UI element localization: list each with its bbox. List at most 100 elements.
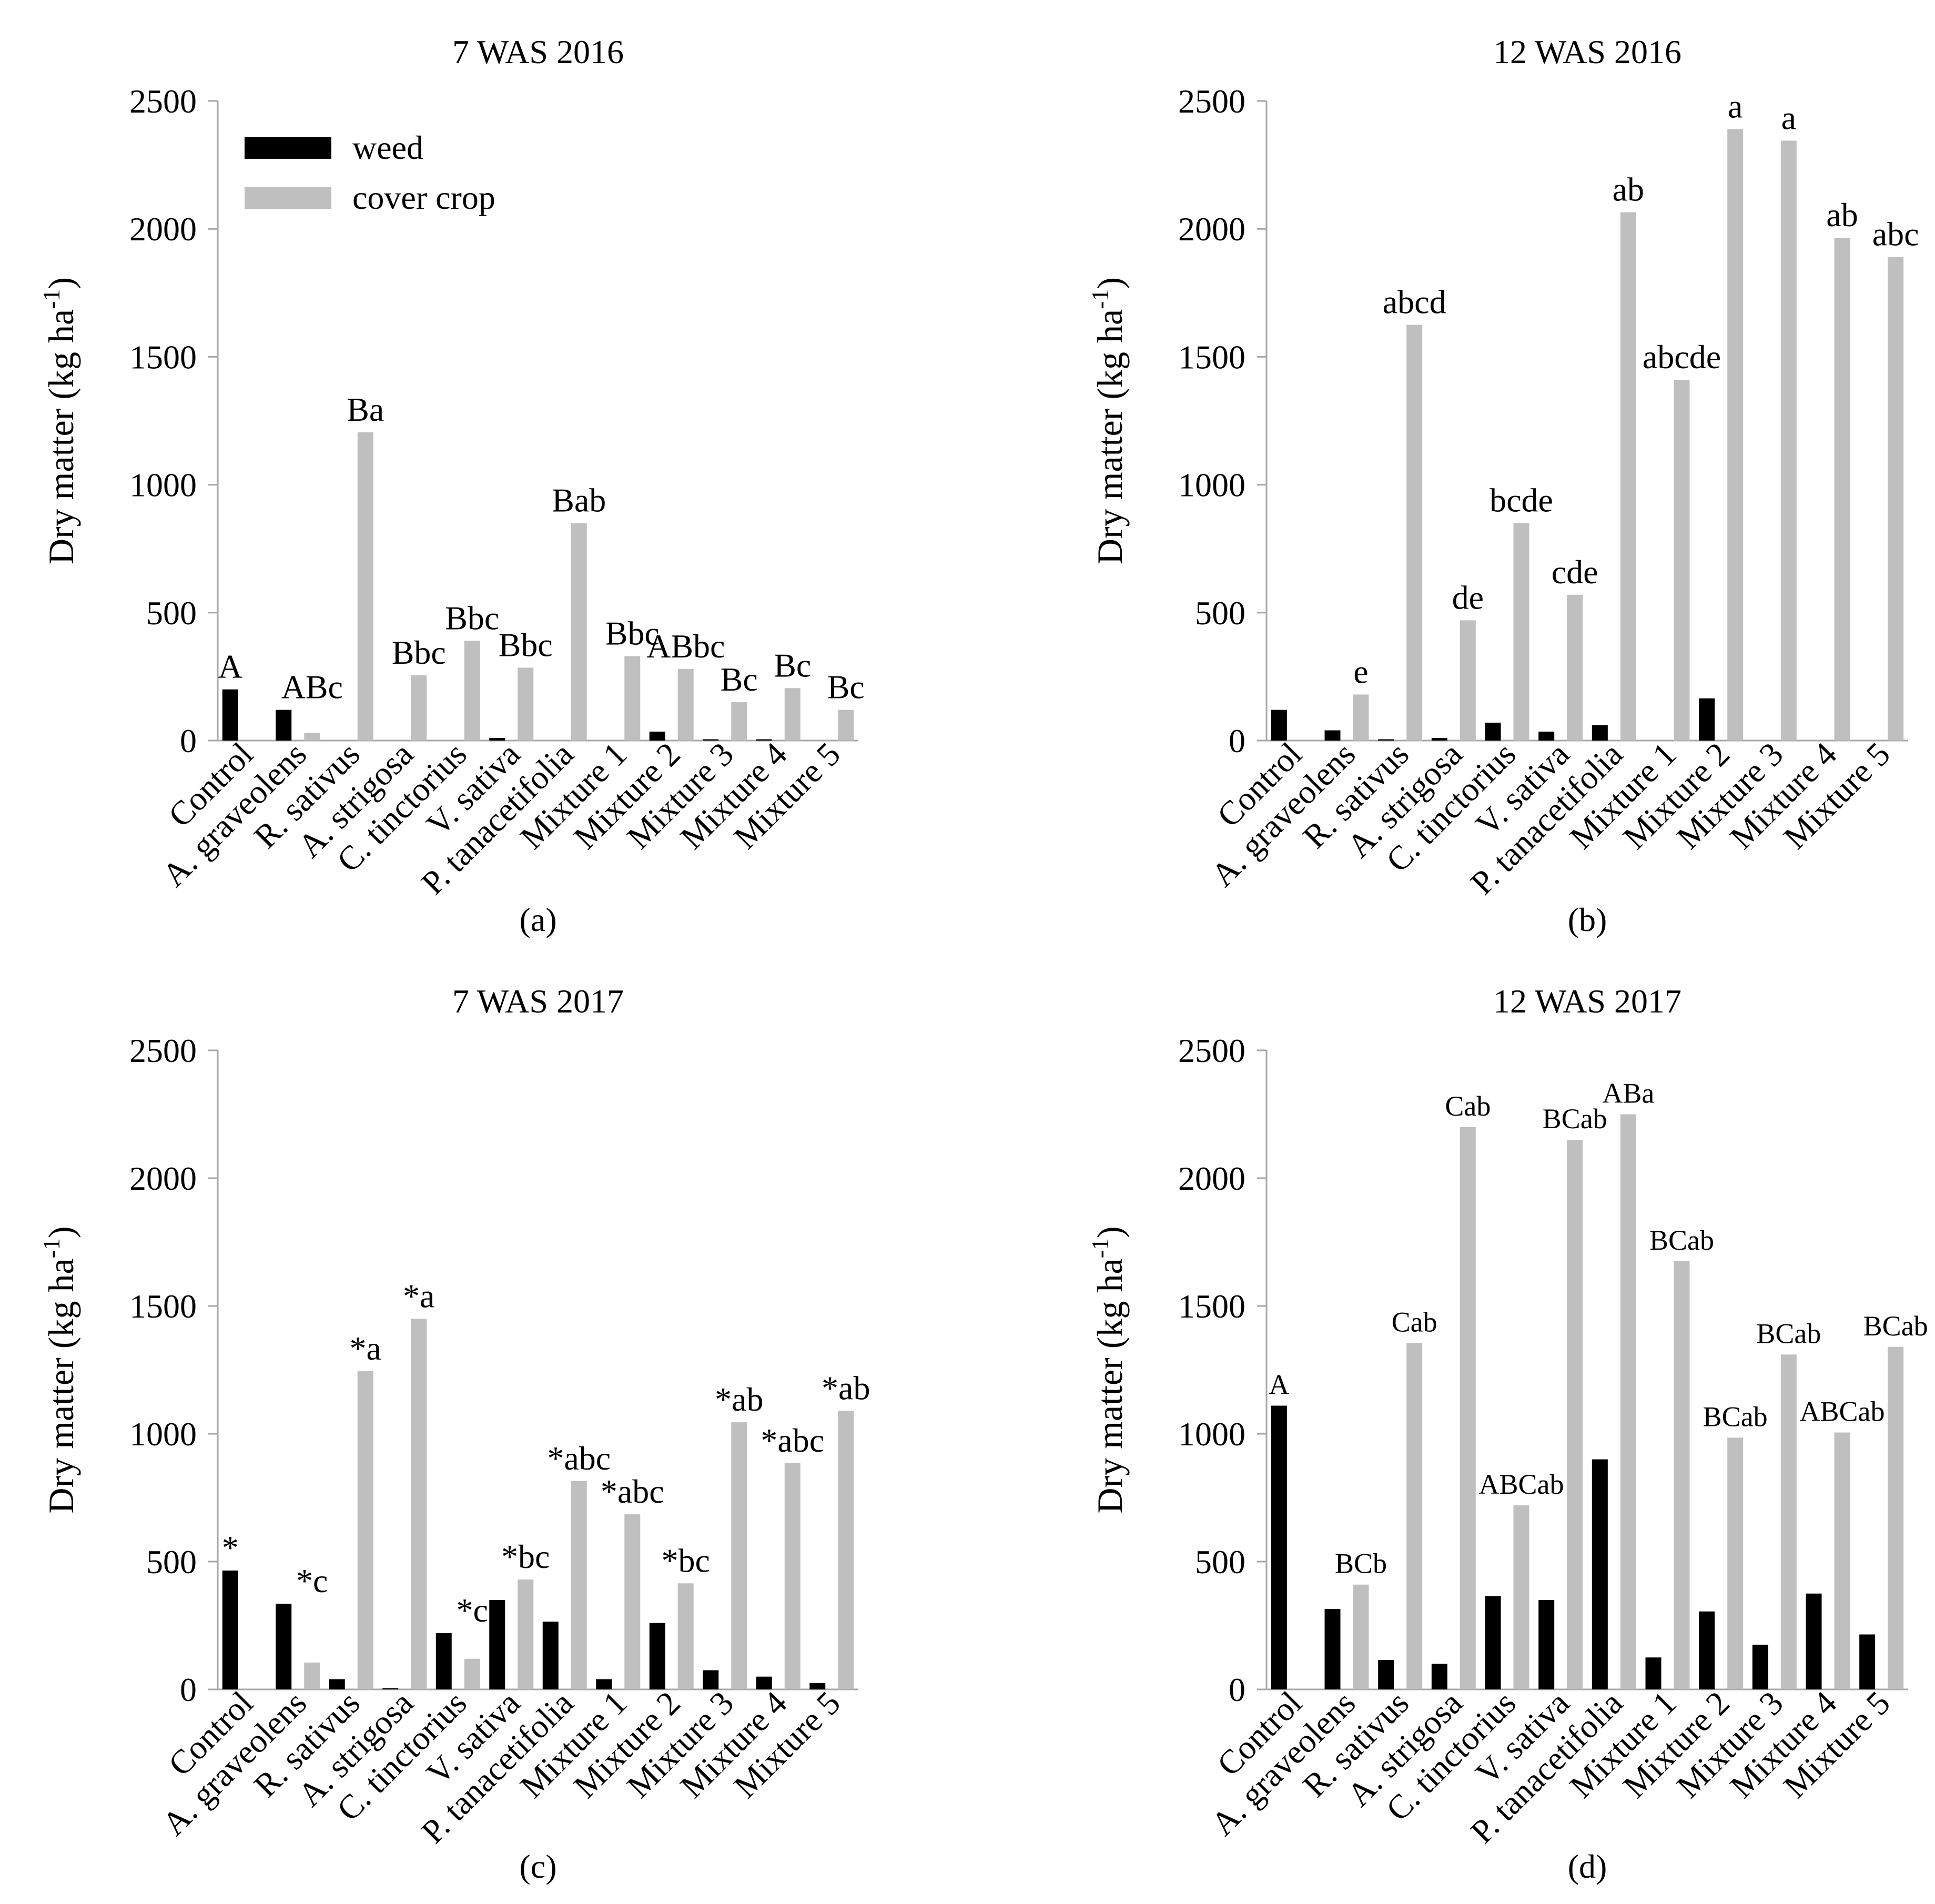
weed-bar <box>1538 1599 1555 1689</box>
legend: weed cover crop <box>245 129 495 216</box>
y-tick-label: 0 <box>180 722 197 759</box>
weed-bar <box>1592 1459 1608 1689</box>
panel-label: (d) <box>1568 1848 1607 1885</box>
cover-crop-bar <box>1727 1437 1744 1689</box>
significance-label: ABCab <box>1479 1468 1564 1500</box>
cover-crop-bar <box>784 1463 801 1689</box>
significance-label: *abc <box>761 1422 824 1459</box>
significance-label: BCab <box>1543 1103 1607 1135</box>
significance-label: *bc <box>662 1542 710 1579</box>
chart-title: 7 WAS 2016 <box>452 33 624 70</box>
weed-bar <box>1271 1405 1287 1689</box>
y-axis-label: Dry matter (kg ha-1) <box>1087 277 1130 564</box>
significance-label: Bc <box>721 661 758 698</box>
cover-crop-bar <box>518 667 534 741</box>
cover-crop-bar <box>1406 325 1423 741</box>
significance-label: Bab <box>552 482 606 519</box>
weed-bar <box>1699 698 1715 741</box>
significance-label: ab <box>1613 171 1644 208</box>
cover-crop-bar <box>357 1371 373 1689</box>
weed-bar <box>1592 725 1608 741</box>
y-tick-label: 2500 <box>1178 1032 1245 1069</box>
cover-crop-bar <box>677 1583 694 1689</box>
cover-crop-bar <box>838 1411 854 1689</box>
significance-label: A <box>1269 1369 1289 1401</box>
significance-label: BCab <box>1756 1318 1821 1349</box>
significance-label: ABc <box>281 669 343 706</box>
cover-crop-bar <box>1460 620 1476 741</box>
cover-crop-bar <box>1353 694 1369 741</box>
y-tick-label: 1500 <box>1178 1288 1245 1325</box>
cover-crop-bar <box>518 1579 534 1689</box>
significance-label: abc <box>1872 216 1919 253</box>
y-tick-label: 500 <box>1195 594 1245 632</box>
significance-label: ABCab <box>1800 1396 1885 1427</box>
significance-label: *abc <box>547 1440 611 1477</box>
significance-label: *bc <box>501 1538 550 1575</box>
weed-bar <box>222 1571 238 1689</box>
y-axis-label: Dry matter (kg ha-1) <box>38 277 81 564</box>
cover-crop-bar <box>1834 238 1850 741</box>
chart-title: 7 WAS 2017 <box>452 983 624 1020</box>
panel-label: (c) <box>519 1848 556 1885</box>
weed-bar <box>489 1599 505 1689</box>
cover-crop-bar <box>1513 523 1529 741</box>
weed-bar <box>809 1683 826 1689</box>
weed-bar <box>1645 1657 1662 1689</box>
panel-label: (b) <box>1568 901 1607 938</box>
cover-crop-bar <box>677 669 694 741</box>
legend-label: weed <box>352 129 423 166</box>
cover-crop-bar <box>357 432 373 741</box>
significance-label: cde <box>1552 553 1598 591</box>
cover-crop-bar <box>304 733 320 741</box>
significance-label: A <box>218 648 242 685</box>
cover-crop-bar <box>1620 1114 1636 1689</box>
significance-label: Bbc <box>445 599 499 636</box>
y-tick-label: 1000 <box>1178 467 1245 504</box>
cover-crop-bar <box>1888 1346 1904 1689</box>
panel-label: (a) <box>519 901 556 938</box>
chart-title: 12 WAS 2016 <box>1493 33 1681 70</box>
significance-label: a <box>1728 88 1742 125</box>
weed-bar <box>1431 738 1447 741</box>
cover-crop-bar <box>411 1319 427 1689</box>
significance-label: abcde <box>1643 338 1721 376</box>
significance-label: *abc <box>601 1473 664 1510</box>
cover-crop-bar <box>731 702 747 741</box>
cover-crop-bar <box>1406 1343 1423 1689</box>
y-tick-label: 1000 <box>1178 1415 1245 1453</box>
significance-label: *a <box>350 1330 381 1367</box>
y-tick-label: 2500 <box>129 1032 197 1069</box>
y-tick-label: 2000 <box>129 210 197 248</box>
weed-bar <box>649 731 665 741</box>
y-tick-label: 1000 <box>129 1415 197 1453</box>
weed-bar <box>703 739 719 741</box>
weed-bar <box>222 689 238 741</box>
significance-label: e <box>1353 653 1368 690</box>
weed-bar <box>1485 1596 1501 1689</box>
significance-label: Cab <box>1445 1090 1491 1122</box>
weed-bar <box>1271 710 1287 741</box>
weed-bar <box>1752 1644 1768 1689</box>
significance-label: *ab <box>822 1369 870 1406</box>
y-tick-label: 2500 <box>129 83 197 120</box>
y-axis-label: Dry matter (kg ha-1) <box>38 1226 81 1513</box>
cover-crop-bar <box>571 1481 587 1689</box>
weed-bar <box>1378 739 1394 741</box>
significance-label: Bbc <box>499 626 553 663</box>
significance-label: *c <box>296 1562 328 1599</box>
y-tick-label: 0 <box>1229 722 1245 759</box>
y-tick-label: 0 <box>180 1671 197 1708</box>
weed-bar <box>596 1679 612 1689</box>
weed-bar <box>489 738 505 741</box>
cover-crop-bar <box>1513 1505 1529 1689</box>
cover-crop-bar <box>1460 1127 1476 1689</box>
significance-label: *c <box>457 1592 488 1629</box>
weed-bar <box>1538 731 1555 741</box>
cover-crop-bar <box>464 641 480 741</box>
significance-label: a <box>1781 99 1796 136</box>
cover-crop-bar <box>1567 594 1583 741</box>
cover-crop-bar <box>1620 212 1636 741</box>
cover-crop-bar <box>1674 380 1690 741</box>
significance-label: Ba <box>347 391 384 428</box>
